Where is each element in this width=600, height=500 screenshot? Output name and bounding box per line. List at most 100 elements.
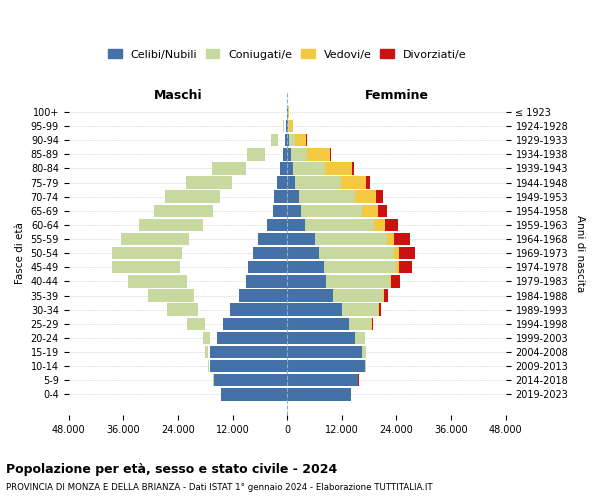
Bar [399, 247, 415, 260]
Bar [287, 332, 355, 344]
Bar [217, 332, 287, 344]
Bar [286, 120, 287, 132]
Bar [329, 148, 331, 160]
Bar [209, 190, 214, 203]
Legend: Celibi/Nubili, Coniugati/e, Vedovi/e, Divorziati/e: Celibi/Nubili, Coniugati/e, Vedovi/e, Di… [104, 44, 470, 64]
Bar [128, 275, 187, 287]
Bar [394, 247, 399, 260]
Bar [385, 218, 398, 231]
Bar [388, 233, 394, 245]
Bar [287, 134, 289, 146]
Bar [362, 204, 378, 217]
Bar [167, 304, 199, 316]
Bar [394, 233, 410, 245]
Bar [159, 247, 170, 260]
Bar [186, 176, 232, 189]
Bar [287, 261, 323, 274]
Bar [287, 374, 358, 386]
Bar [176, 275, 181, 287]
Bar [287, 148, 291, 160]
Bar [287, 190, 299, 203]
Bar [235, 162, 236, 174]
Bar [283, 120, 284, 132]
Bar [288, 106, 289, 118]
Bar [267, 218, 287, 231]
Bar [196, 204, 203, 217]
Bar [161, 261, 170, 274]
Bar [287, 233, 314, 245]
Bar [154, 204, 214, 217]
Bar [148, 290, 194, 302]
Bar [287, 162, 293, 174]
Bar [352, 162, 354, 174]
Bar [378, 204, 388, 217]
Bar [205, 346, 208, 358]
Bar [203, 190, 209, 203]
Bar [362, 346, 365, 358]
Bar [277, 176, 287, 189]
Bar [295, 134, 307, 146]
Bar [181, 247, 182, 260]
Bar [289, 120, 293, 132]
Bar [239, 290, 287, 302]
Bar [397, 261, 399, 274]
Bar [274, 190, 287, 203]
Bar [246, 275, 287, 287]
Bar [383, 290, 384, 302]
Bar [305, 218, 374, 231]
Bar [218, 176, 225, 189]
Bar [307, 148, 329, 160]
Bar [230, 162, 238, 174]
Y-axis label: Fasce di età: Fasce di età [15, 222, 25, 284]
Text: PROVINCIA DI MONZA E DELLA BRIANZA - Dati ISTAT 1° gennaio 2024 - Elaborazione T: PROVINCIA DI MONZA E DELLA BRIANZA - Dat… [6, 482, 433, 492]
Bar [287, 204, 301, 217]
Bar [187, 318, 205, 330]
Bar [342, 304, 378, 316]
Bar [253, 247, 287, 260]
Bar [218, 176, 221, 189]
Bar [314, 233, 388, 245]
Text: Popolazione per età, sesso e stato civile - 2024: Popolazione per età, sesso e stato civil… [6, 462, 337, 475]
Bar [214, 374, 287, 386]
Bar [112, 247, 182, 260]
Bar [295, 176, 341, 189]
Bar [199, 218, 200, 231]
Bar [391, 275, 400, 287]
Bar [271, 134, 278, 146]
Bar [206, 204, 210, 217]
Bar [221, 388, 287, 400]
Y-axis label: Anni di nascita: Anni di nascita [575, 214, 585, 292]
Bar [257, 148, 259, 160]
Bar [378, 304, 379, 316]
Bar [372, 318, 373, 330]
Bar [287, 388, 351, 400]
Bar [374, 218, 385, 231]
Bar [323, 261, 397, 274]
Bar [325, 162, 352, 174]
Bar [379, 304, 381, 316]
Bar [208, 360, 209, 372]
Bar [203, 332, 210, 344]
Bar [376, 190, 383, 203]
Bar [287, 275, 326, 287]
Bar [139, 218, 203, 231]
Bar [288, 120, 289, 132]
Bar [366, 176, 370, 189]
Text: Femmine: Femmine [364, 89, 428, 102]
Bar [287, 360, 365, 372]
Bar [319, 247, 394, 260]
Bar [247, 148, 265, 160]
Bar [248, 261, 287, 274]
Bar [196, 304, 197, 316]
Bar [287, 304, 342, 316]
Bar [285, 134, 287, 146]
Bar [287, 290, 333, 302]
Bar [291, 148, 307, 160]
Bar [389, 275, 391, 287]
Bar [280, 162, 287, 174]
Bar [112, 261, 180, 274]
Bar [272, 204, 287, 217]
Bar [223, 318, 287, 330]
Bar [287, 318, 349, 330]
Bar [283, 148, 287, 160]
